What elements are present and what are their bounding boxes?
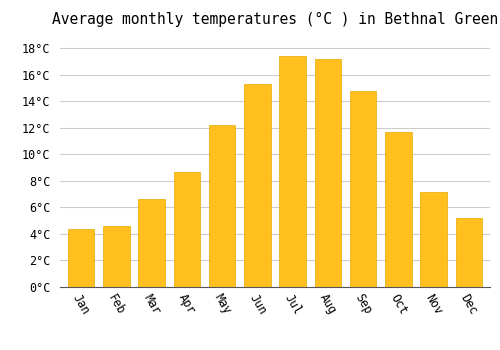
Bar <box>138 199 165 287</box>
Bar <box>385 132 411 287</box>
Bar <box>420 191 447 287</box>
Bar <box>280 56 306 287</box>
Bar <box>350 91 376 287</box>
Bar <box>174 172 200 287</box>
Bar <box>103 226 130 287</box>
Bar <box>209 125 236 287</box>
Title: Average monthly temperatures (°C ) in Bethnal Green: Average monthly temperatures (°C ) in Be… <box>52 12 498 27</box>
Bar <box>68 229 94 287</box>
Bar <box>314 59 341 287</box>
Bar <box>456 218 482 287</box>
Bar <box>244 84 270 287</box>
